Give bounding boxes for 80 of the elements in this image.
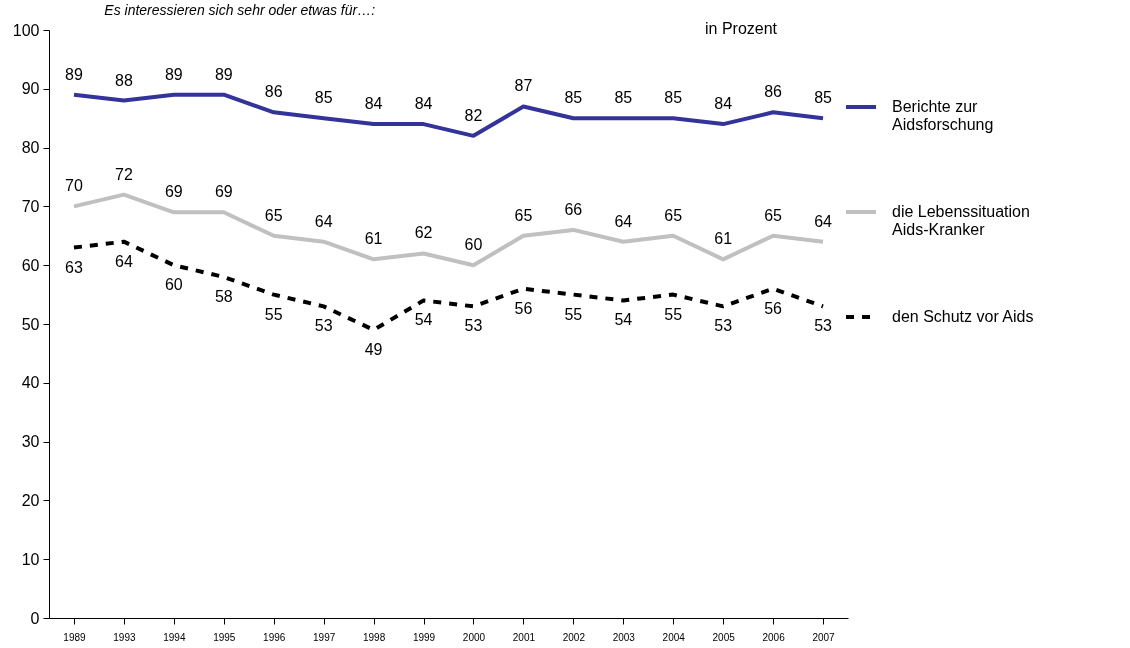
y-tick-label: 30 bbox=[21, 433, 40, 451]
data-label: 53 bbox=[464, 317, 483, 335]
chart-title: Es interessieren sich sehr oder etwas für…: bbox=[104, 2, 376, 18]
data-label: 86 bbox=[764, 83, 783, 101]
data-label: 62 bbox=[414, 224, 433, 242]
y-tick-label: 60 bbox=[21, 256, 40, 274]
data-label: 65 bbox=[764, 206, 783, 224]
data-label: 64 bbox=[614, 212, 633, 230]
data-label: 84 bbox=[714, 95, 733, 113]
x-tick-label: 2001 bbox=[512, 631, 536, 643]
data-label: 89 bbox=[214, 65, 233, 83]
data-label: 65 bbox=[514, 206, 533, 224]
data-label: 65 bbox=[664, 206, 683, 224]
legend-label: den Schutz vor Aids bbox=[892, 308, 1034, 325]
data-label: 69 bbox=[214, 183, 233, 201]
data-label: 88 bbox=[115, 71, 133, 89]
x-tick-label: 2004 bbox=[662, 631, 686, 643]
data-label: 60 bbox=[464, 236, 483, 254]
x-tick-label: 1998 bbox=[362, 631, 386, 643]
data-label: 56 bbox=[514, 299, 533, 317]
y-tick-label: 40 bbox=[21, 374, 40, 392]
x-tick-label: 2007 bbox=[812, 631, 836, 643]
x-tick-label: 1999 bbox=[412, 631, 436, 643]
y-tick-label: 100 bbox=[12, 21, 40, 39]
data-label: 89 bbox=[164, 65, 183, 83]
y-tick-label: 70 bbox=[21, 197, 40, 215]
y-tick-label: 50 bbox=[21, 315, 40, 333]
data-label: 84 bbox=[364, 95, 383, 113]
y-tick-label: 90 bbox=[21, 80, 40, 98]
data-label: 58 bbox=[214, 287, 233, 305]
data-label: 89 bbox=[65, 65, 83, 83]
x-tick-label: 1993 bbox=[113, 631, 136, 643]
data-label: 54 bbox=[414, 311, 433, 329]
x-tick-label: 2000 bbox=[462, 631, 486, 643]
x-tick-label: 2006 bbox=[762, 631, 786, 643]
x-tick-label: 2003 bbox=[612, 631, 636, 643]
data-label: 53 bbox=[814, 317, 833, 335]
y-tick-label: 10 bbox=[21, 550, 40, 568]
data-label: 54 bbox=[614, 311, 633, 329]
annotation: in Prozent bbox=[705, 20, 778, 38]
x-tick-label: 1996 bbox=[263, 631, 286, 643]
data-label: 85 bbox=[314, 89, 333, 107]
x-tick-label: 1995 bbox=[213, 631, 236, 643]
y-tick-label: 0 bbox=[30, 609, 40, 627]
data-label: 53 bbox=[314, 317, 333, 335]
data-label: 72 bbox=[115, 165, 133, 183]
data-label: 61 bbox=[364, 230, 383, 248]
data-label: 53 bbox=[714, 317, 733, 335]
data-label: 85 bbox=[814, 89, 833, 107]
data-label: 86 bbox=[264, 83, 283, 101]
data-label: 60 bbox=[164, 276, 183, 294]
data-label: 55 bbox=[664, 305, 683, 323]
y-tick-label: 80 bbox=[21, 139, 40, 157]
legend-label: Berichte zur Aidsforschung bbox=[892, 98, 994, 133]
data-label: 64 bbox=[314, 212, 333, 230]
x-tick-label: 2005 bbox=[712, 631, 736, 643]
data-label: 70 bbox=[65, 177, 83, 195]
data-label: 85 bbox=[664, 89, 683, 107]
data-label: 82 bbox=[464, 106, 483, 124]
data-label: 49 bbox=[364, 340, 383, 358]
data-label: 55 bbox=[564, 305, 583, 323]
x-tick-label: 1994 bbox=[163, 631, 186, 643]
data-label: 64 bbox=[115, 252, 133, 270]
data-label: 84 bbox=[414, 95, 433, 113]
data-label: 64 bbox=[814, 212, 833, 230]
data-label: 85 bbox=[564, 89, 583, 107]
data-label: 66 bbox=[564, 200, 583, 218]
data-label: 61 bbox=[714, 230, 733, 248]
y-tick-label: 20 bbox=[21, 491, 40, 509]
x-tick-label: 2002 bbox=[562, 631, 586, 643]
data-label: 87 bbox=[514, 77, 533, 95]
data-label: 56 bbox=[764, 299, 783, 317]
data-label: 69 bbox=[164, 183, 183, 201]
data-label: 65 bbox=[264, 206, 283, 224]
x-tick-label: 1997 bbox=[313, 631, 336, 643]
x-tick-label: 1989 bbox=[63, 631, 87, 643]
data-label: 85 bbox=[614, 89, 633, 107]
legend-label: die Lebenssituation Aids-Kranker bbox=[892, 203, 1030, 238]
data-label: 55 bbox=[264, 305, 283, 323]
data-label: 63 bbox=[65, 258, 83, 276]
